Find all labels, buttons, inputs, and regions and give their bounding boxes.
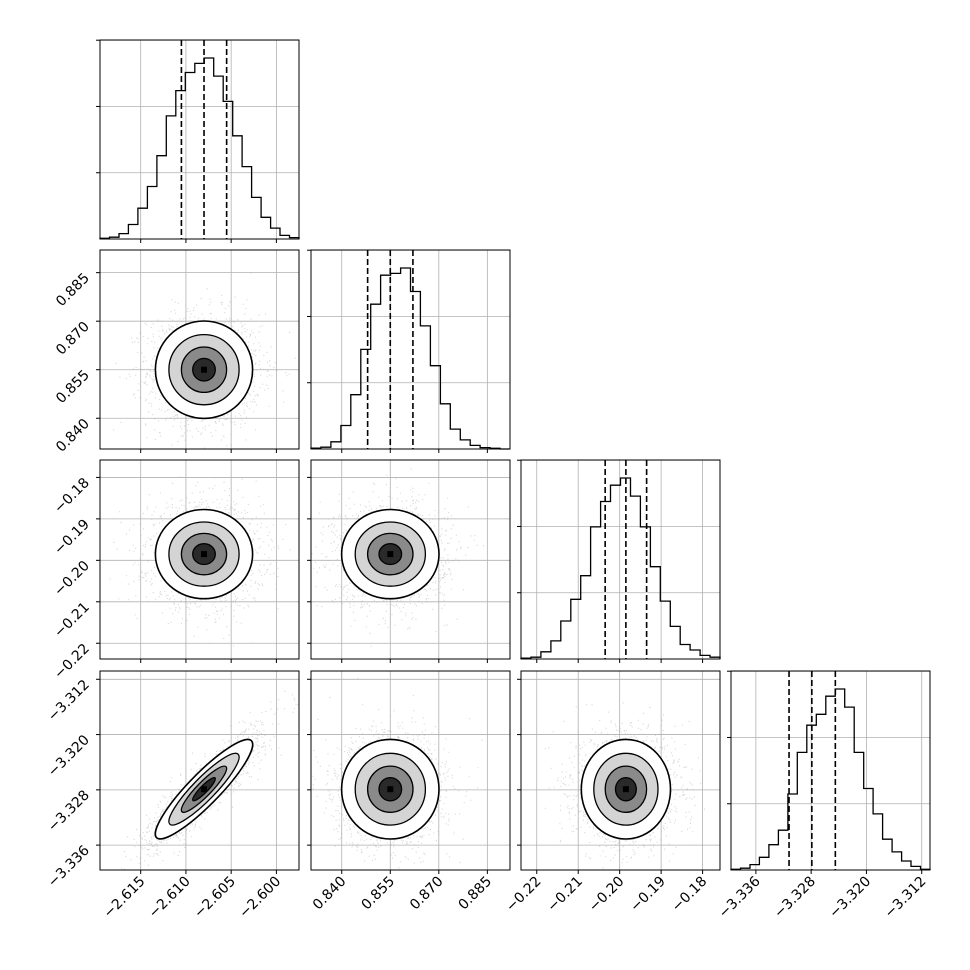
- density-peak: [201, 786, 207, 793]
- hist-panel-0: [96, 39, 300, 243]
- x-tick-label: 0.855: [358, 874, 398, 914]
- pair-frame: [310, 670, 511, 871]
- hist-frame: [310, 249, 511, 450]
- pair-panel-1-0: [96, 249, 300, 453]
- hist-panel-2: [517, 459, 721, 663]
- x-tick-label: −0.18: [669, 874, 711, 916]
- pair-content: [544, 702, 705, 870]
- x-tick-label: −2.600: [236, 874, 284, 922]
- density-peak: [387, 551, 394, 558]
- histogram-step-line: [310, 267, 510, 450]
- x-tick-label: −3.336: [716, 873, 764, 921]
- histogram-step-line: [99, 57, 300, 239]
- pair-frame: [99, 670, 300, 871]
- density-peak: [387, 786, 394, 793]
- y-tick-label: −0.18: [51, 475, 93, 517]
- x-tick-label: −2.615: [101, 874, 149, 922]
- density-peak: [622, 786, 629, 793]
- histogram-step-line: [730, 688, 931, 870]
- density-peak: [201, 366, 207, 373]
- hist-frame: [730, 670, 931, 871]
- pair-panel-2-1: [307, 459, 511, 663]
- pair-panel-3-2: [517, 670, 721, 874]
- x-tick-label: −0.22: [503, 874, 545, 916]
- y-tick-label: 0.885: [53, 270, 93, 310]
- y-tick-label: −3.328: [45, 787, 93, 835]
- pair-content: [109, 476, 291, 647]
- x-tick-label: 0.885: [455, 874, 495, 914]
- y-tick-label: −0.22: [51, 641, 93, 683]
- x-tick-label: −2.610: [146, 874, 194, 922]
- density-peak: [201, 551, 207, 558]
- pair-frame: [99, 249, 300, 450]
- pair-frame: [99, 459, 300, 660]
- hist-panel-1: [307, 249, 511, 453]
- x-tick-label: −3.320: [826, 874, 874, 922]
- y-tick-label: −3.320: [45, 732, 93, 780]
- pair-panel-2-0: [96, 459, 300, 663]
- pair-content: [311, 468, 484, 647]
- pair-content: [312, 677, 483, 869]
- pair-content: [113, 272, 296, 449]
- x-tick-label: −0.21: [544, 874, 586, 916]
- hist-frame: [520, 459, 721, 660]
- y-tick-label: −0.20: [51, 558, 93, 600]
- pair-content: [121, 690, 299, 870]
- histogram-step-line: [520, 477, 721, 659]
- y-tick-label: −0.21: [51, 599, 93, 641]
- x-tick-label: −2.605: [191, 874, 239, 922]
- y-tick-label: 0.870: [53, 319, 93, 359]
- pair-frame: [520, 670, 721, 871]
- y-tick-label: 0.855: [53, 367, 93, 407]
- pair-panel-3-0: [96, 670, 300, 874]
- y-tick-label: 0.840: [53, 416, 93, 456]
- hist-frame: [99, 39, 300, 240]
- x-tick-label: −3.312: [882, 874, 930, 922]
- x-tick-label: −0.19: [627, 874, 669, 916]
- y-tick-label: −0.19: [51, 516, 93, 558]
- pair-panel-3-1: [307, 670, 511, 874]
- hist-panel-3: [727, 670, 931, 874]
- x-tick-label: −0.20: [586, 874, 628, 916]
- y-tick-label: −3.336: [45, 843, 93, 891]
- x-tick-label: 0.870: [407, 874, 447, 914]
- x-tick-label: 0.840: [310, 874, 350, 914]
- y-tick-label: −3.312: [45, 677, 93, 725]
- pair-frame: [310, 459, 511, 660]
- x-tick-label: −3.328: [771, 874, 819, 922]
